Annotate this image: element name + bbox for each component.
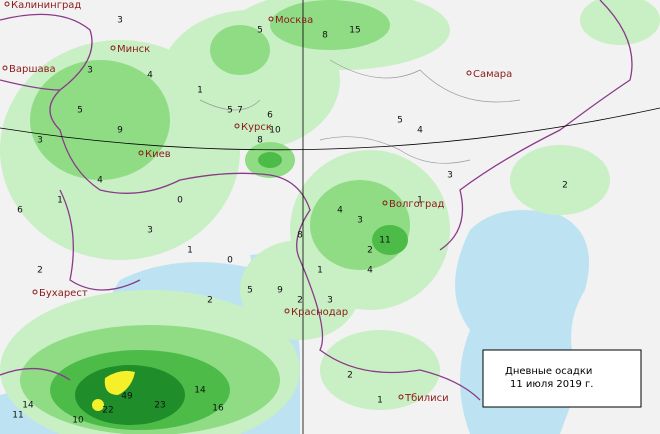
station-value: 3 bbox=[37, 136, 43, 146]
city-dot bbox=[32, 289, 38, 295]
station-value: 8 bbox=[322, 31, 328, 41]
station-value: 1 bbox=[377, 396, 383, 406]
city-dot bbox=[268, 16, 274, 22]
station-value: 6 bbox=[267, 111, 273, 121]
station-value: 3 bbox=[87, 66, 93, 76]
station-value: 3 bbox=[357, 216, 363, 226]
station-value: 5 bbox=[77, 106, 83, 116]
station-value: 3 bbox=[447, 171, 453, 181]
city-label: Волгоград bbox=[389, 199, 444, 210]
station-value: 2 bbox=[207, 296, 213, 306]
station-value: 1 bbox=[187, 246, 193, 256]
city-dot bbox=[466, 70, 472, 76]
station-value: 8 bbox=[297, 231, 303, 241]
city-label: Москва bbox=[275, 15, 313, 26]
regions bbox=[199, 59, 521, 164]
city-dot bbox=[138, 150, 144, 156]
parallel bbox=[0, 107, 660, 151]
city-label: Варшава bbox=[9, 64, 56, 75]
city-label: Киев bbox=[145, 149, 171, 160]
station-value: 5 bbox=[397, 116, 403, 126]
station-value: 0 bbox=[177, 196, 183, 206]
station-value: 8 bbox=[257, 136, 263, 146]
city-label: Калининград bbox=[11, 0, 81, 11]
legend-box bbox=[482, 349, 642, 408]
city-dot bbox=[4, 1, 10, 7]
station-value: 4 bbox=[147, 71, 153, 81]
station-value: 9 bbox=[117, 126, 123, 136]
station-value: 1 bbox=[57, 196, 63, 206]
station-value: 23 bbox=[154, 401, 165, 411]
station-value: 0 bbox=[227, 256, 233, 266]
city-dot bbox=[2, 65, 8, 71]
cities: Калининград Москва Минск Варшава Самара Курск… bbox=[2, 0, 512, 404]
station-value: 1 bbox=[197, 86, 203, 96]
city-dot bbox=[284, 308, 290, 314]
station-value: 2 bbox=[37, 266, 43, 276]
station-value: 11 bbox=[12, 411, 23, 421]
station-value: 3 bbox=[327, 296, 333, 306]
station-value: 4 bbox=[417, 126, 423, 136]
station-value: 2 bbox=[562, 181, 568, 191]
city-label: Курск bbox=[241, 122, 272, 133]
station-value: 5 bbox=[227, 106, 233, 116]
station-value: 3 bbox=[117, 16, 123, 26]
city-dot bbox=[110, 45, 116, 51]
station-value: 10 bbox=[72, 416, 84, 426]
station-value: 9 bbox=[277, 286, 283, 296]
city-label: Минск bbox=[117, 44, 150, 55]
station-value: 14 bbox=[194, 386, 206, 396]
station-value: 1 bbox=[317, 266, 323, 276]
precip-extreme bbox=[104, 370, 135, 395]
station-value: 4 bbox=[97, 176, 103, 186]
city-dot bbox=[398, 394, 404, 400]
station-value: 5 bbox=[257, 26, 263, 36]
city-label: Самара bbox=[473, 69, 512, 80]
legend-title: Дневные осадки bbox=[505, 366, 592, 377]
station-value: 7 bbox=[237, 106, 243, 116]
station-value: 2 bbox=[297, 296, 303, 306]
station-value: 2 bbox=[367, 246, 373, 256]
station-value: 49 bbox=[121, 392, 133, 402]
city-dot bbox=[234, 123, 240, 129]
precip-very-heavy bbox=[75, 365, 185, 425]
station-value: 14 bbox=[22, 401, 34, 411]
city-label: Тбилиси bbox=[404, 393, 449, 404]
station-value: 2 bbox=[347, 371, 353, 381]
station-value: 4 bbox=[367, 266, 373, 276]
station-value: 4 bbox=[337, 206, 343, 216]
city-dot bbox=[382, 200, 388, 206]
city-label: Бухарест bbox=[39, 288, 88, 299]
station-value: 15 bbox=[349, 26, 360, 36]
city-label: Краснодар bbox=[291, 307, 348, 318]
precip-extreme bbox=[92, 399, 104, 411]
station-value: 22 bbox=[102, 406, 113, 416]
station-value: 1 bbox=[417, 196, 423, 206]
station-value: 5 bbox=[247, 286, 253, 296]
borders bbox=[0, 0, 633, 401]
station-value: 11 bbox=[379, 236, 390, 246]
station-value: 16 bbox=[212, 404, 224, 414]
station-value: 10 bbox=[269, 126, 281, 136]
station-value: 6 bbox=[17, 206, 23, 216]
legend-date: 11 июля 2019 г. bbox=[510, 379, 593, 390]
station-value: 3 bbox=[147, 226, 153, 236]
